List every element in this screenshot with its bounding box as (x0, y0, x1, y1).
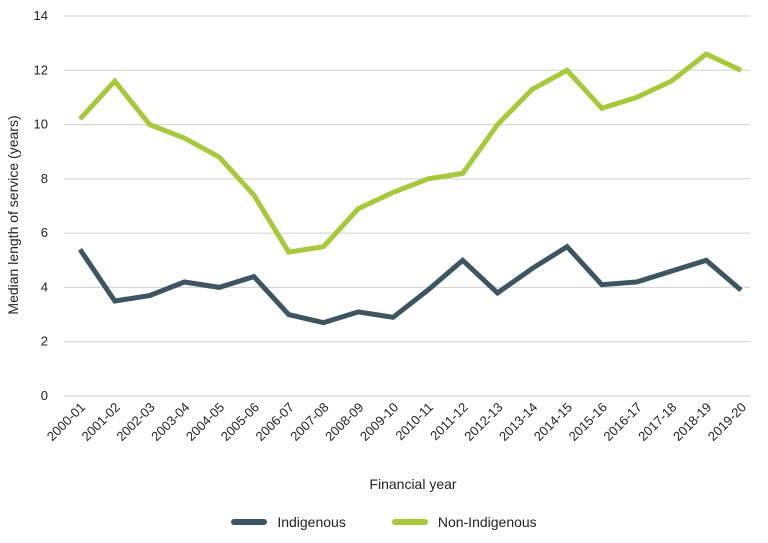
legend-label-indigenous: Indigenous (277, 514, 346, 530)
x-tick-label: 2009-10 (357, 400, 401, 444)
series-line-non-indigenous (78, 51, 743, 255)
y-tick-label: 0 (41, 388, 48, 403)
y-tick-label: 2 (41, 334, 48, 349)
legend-swatch-non-indigenous (391, 519, 428, 525)
y-tick-label: 12 (34, 62, 48, 77)
y-tick-label: 6 (41, 225, 48, 240)
x-tick-label: 2019-20 (705, 400, 749, 444)
y-axis-title: Median length of service (years) (5, 115, 21, 314)
line-chart: 0 2 4 6 8 10 12 14 2000-012001-022002-032003-04… (5, 8, 750, 492)
y-tick-label: 8 (41, 171, 48, 186)
series-line-indigenous (77, 243, 743, 326)
y-tick-label: 4 (41, 279, 48, 294)
legend-swatch-indigenous (231, 519, 268, 525)
series-lines (77, 51, 743, 326)
legend-item-non-indigenous: Non-Indigenous (391, 514, 537, 530)
legend-label-non-indigenous: Non-Indigenous (437, 514, 537, 530)
legend-item-indigenous: Indigenous (231, 514, 346, 530)
legend: Indigenous Non-Indigenous (0, 509, 768, 535)
y-axis-ticks: 0 2 4 6 8 10 12 14 (34, 8, 48, 403)
gridlines (64, 15, 750, 397)
x-axis-ticks: 2000-012001-022002-032003-042004-052005-… (44, 400, 749, 444)
x-tick-label: 2010-11 (392, 400, 436, 444)
y-tick-label: 14 (34, 8, 48, 23)
x-axis-title: Financial year (369, 476, 456, 492)
y-tick-label: 10 (34, 117, 48, 132)
